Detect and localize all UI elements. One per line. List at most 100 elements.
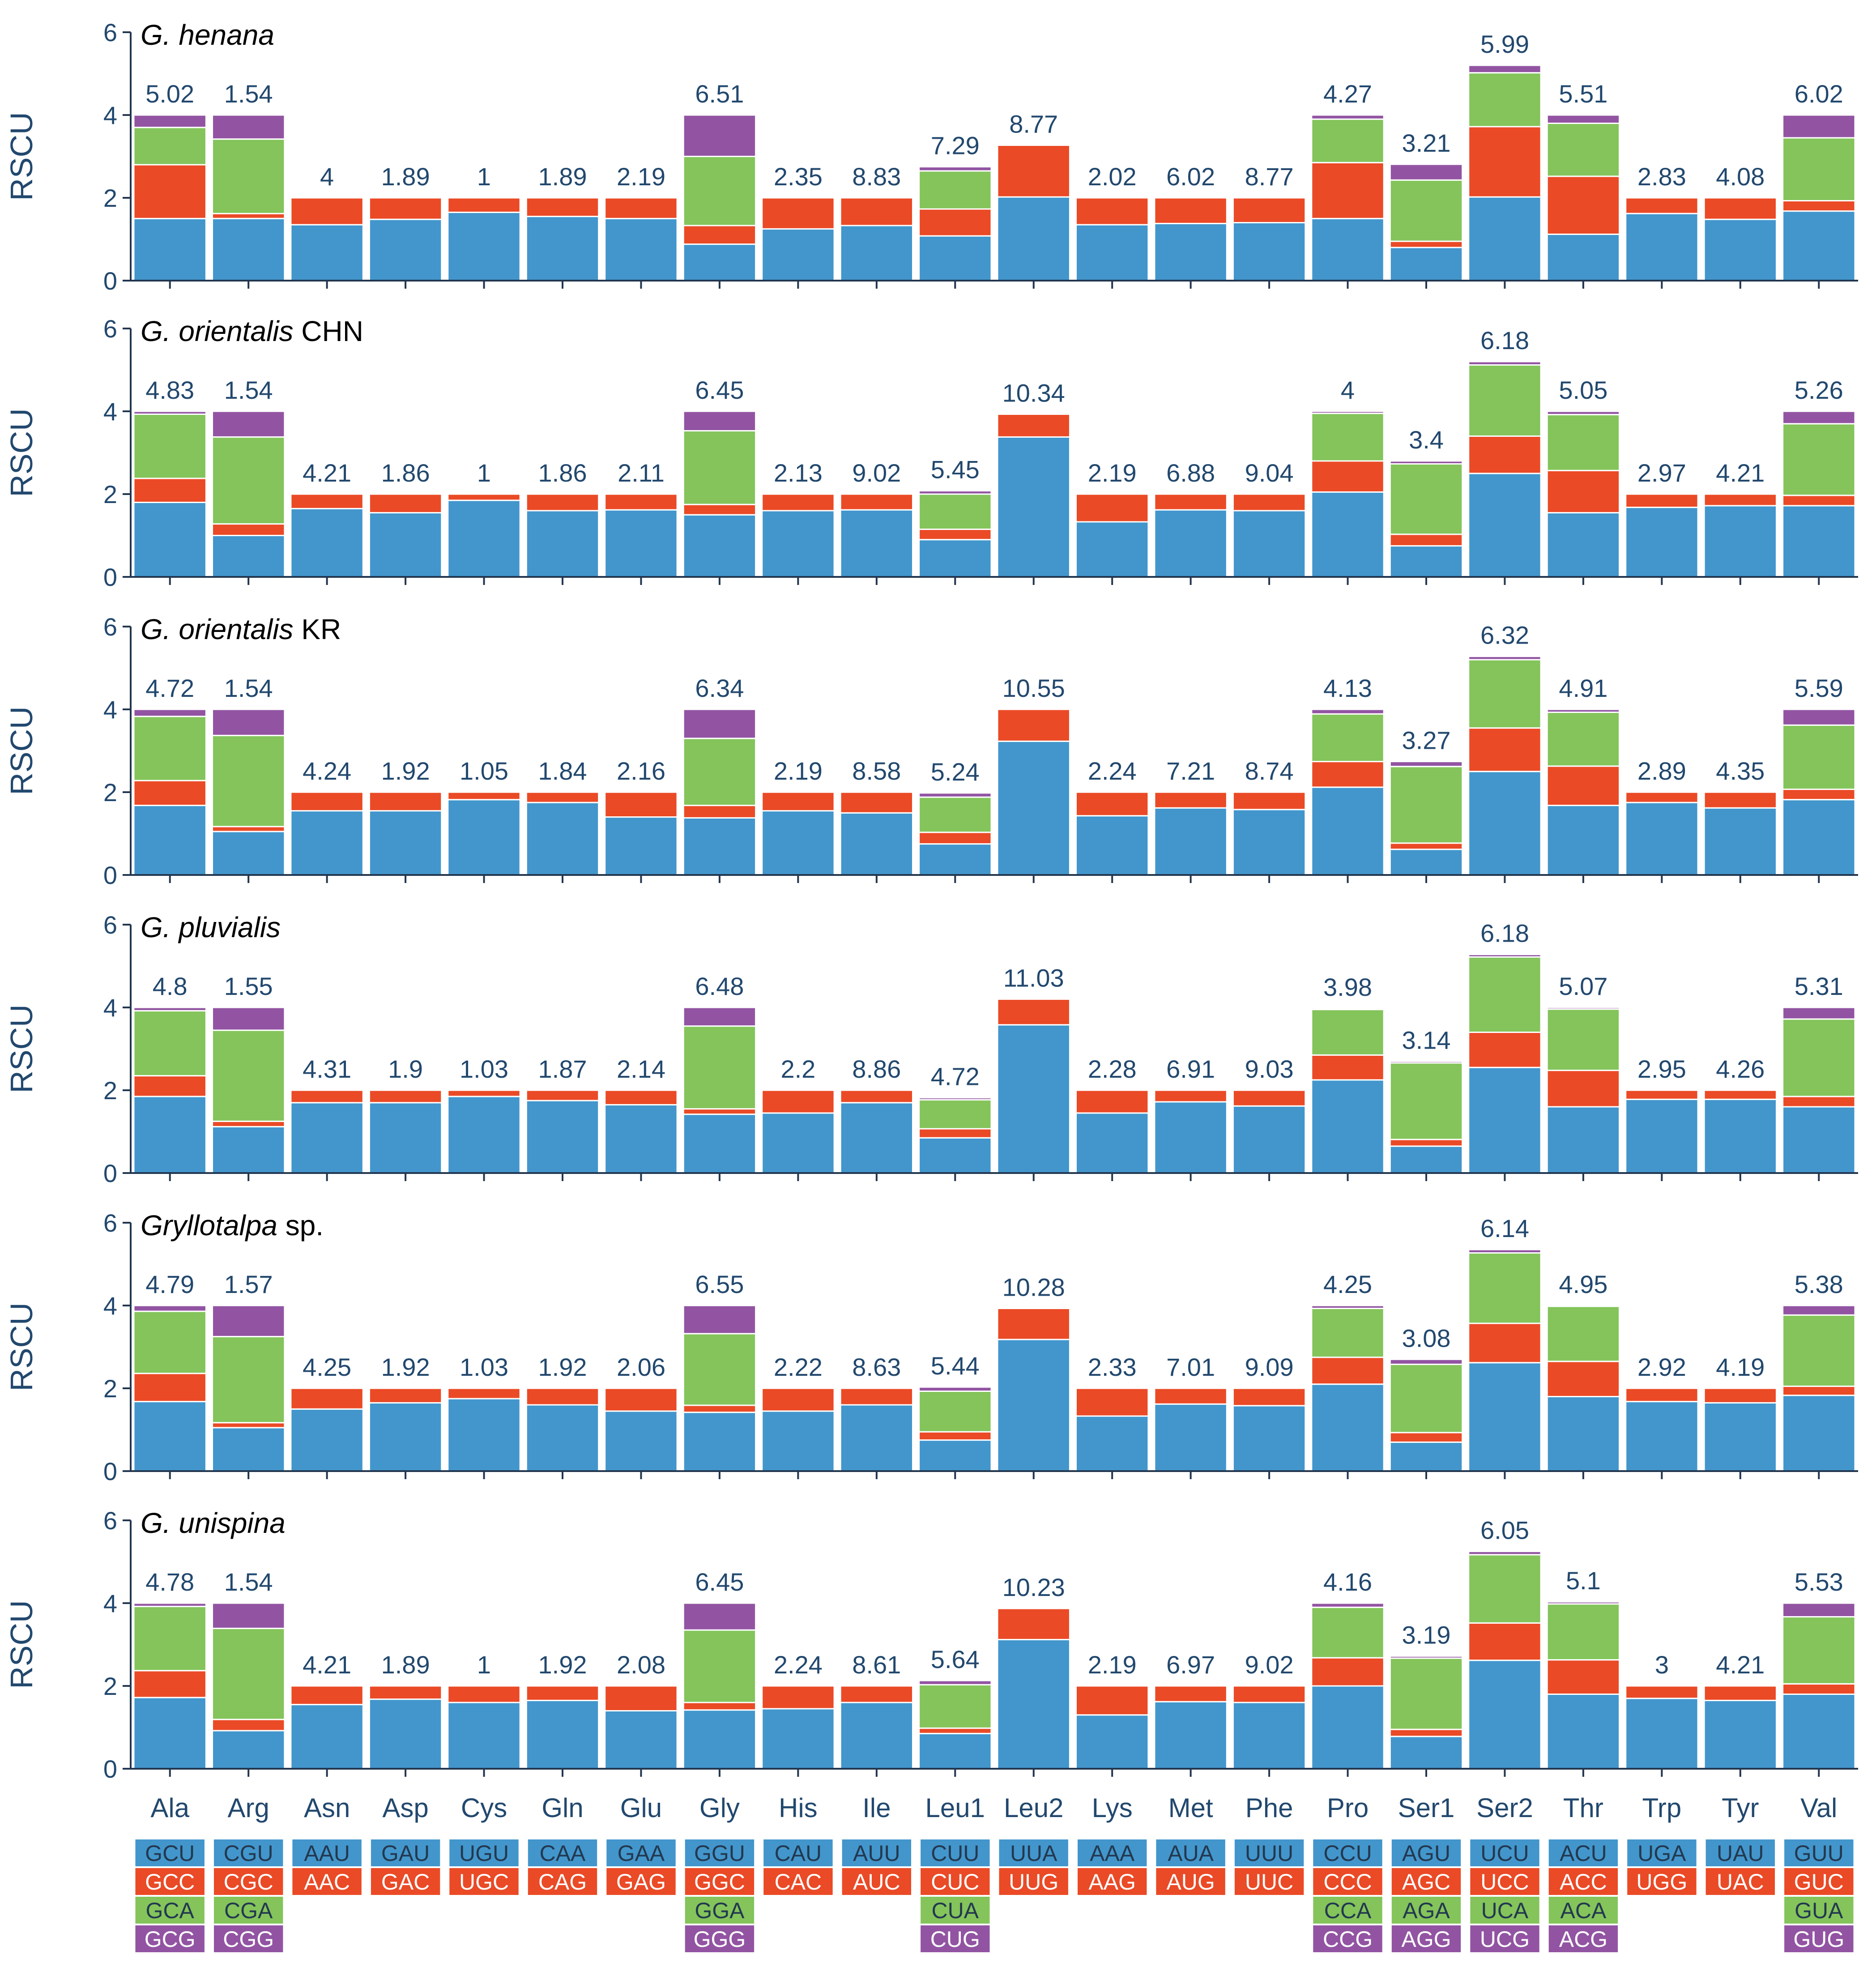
bar-ala-gca	[133, 716, 207, 781]
category-label-gln: Gln	[541, 1793, 583, 1823]
codon-label-gcg: GCG	[145, 1927, 196, 1952]
data-label-his: 2.22	[774, 1353, 823, 1381]
bar-cys-ugc	[447, 197, 521, 213]
bar-thr-acg	[1546, 1601, 1620, 1605]
bar-pro-ccu	[1311, 218, 1385, 282]
bar-leu1-cua	[918, 1099, 992, 1130]
data-label-arg: 1.54	[224, 674, 273, 702]
codon-box-uuu	[1234, 1839, 1304, 1866]
codon-label-acg: ACG	[1559, 1927, 1607, 1952]
bar-leu1-cuu	[918, 539, 992, 578]
panel-title: G. orientalis KR	[141, 613, 341, 645]
bar-ser1-agc	[1389, 240, 1463, 248]
bar-pro-ccg	[1311, 1007, 1385, 1011]
bar-pro-ccc	[1311, 1357, 1385, 1385]
codon-box-acc	[1548, 1868, 1618, 1895]
data-label-phe: 9.03	[1245, 1055, 1294, 1083]
bar-arg-cgu	[212, 1427, 286, 1472]
bar-ser1-agg	[1389, 1655, 1463, 1659]
y-tick-label: 0	[103, 1457, 117, 1485]
codon-label-uuu: UUU	[1245, 1841, 1293, 1866]
codon-label-gug: GUG	[1793, 1927, 1844, 1952]
bar-thr-aca	[1546, 414, 1620, 471]
bar-val-guu	[1782, 1395, 1856, 1472]
bar-ser1-agu	[1389, 545, 1463, 578]
bar-arg-cga	[212, 436, 286, 525]
bar-arg-cgg	[212, 1007, 286, 1031]
bar-arg-cga	[212, 1336, 286, 1424]
bar-met-aua	[1154, 1701, 1228, 1770]
bar-thr-acc	[1546, 1070, 1620, 1108]
bar-ala-gca	[133, 1010, 207, 1077]
data-label-ser1: 3.27	[1402, 726, 1451, 755]
panel-4: 4.8 1.55 4.31 1.9 1.03 1.87 2.14 6.48 2.2 8.86 4.7…	[4, 911, 1858, 1187]
bar-met-aug	[1154, 1685, 1228, 1702]
bar-glu-gaa	[604, 1410, 678, 1472]
data-label-thr: 4.91	[1559, 674, 1607, 702]
data-label-asp: 1.89	[381, 1651, 430, 1679]
bar-gly-ggc	[682, 225, 757, 245]
bar-met-aug	[1154, 493, 1228, 511]
bar-thr-acu	[1546, 805, 1620, 876]
bar-asp-gac	[368, 197, 443, 220]
data-label-lys: 2.33	[1088, 1353, 1137, 1381]
bar-ser1-aga	[1389, 463, 1463, 535]
bar-trp-ugg	[1625, 1685, 1699, 1699]
bar-val-guu	[1782, 1694, 1856, 1770]
bar-glu-gag	[604, 1089, 678, 1105]
panel-title-rest: KR	[293, 613, 341, 645]
data-label-ala: 4.83	[145, 376, 194, 404]
codon-box-aug	[1156, 1868, 1225, 1895]
y-tick-label: 4	[103, 1589, 117, 1617]
bar-ile-auc	[840, 1387, 913, 1406]
bar-thr-acu	[1546, 512, 1620, 578]
bar-tyr-uac	[1703, 493, 1778, 507]
y-axis-label: RSCU	[4, 1302, 39, 1391]
bar-val-gua	[1782, 423, 1856, 496]
category-label-tyr: Tyr	[1722, 1793, 1759, 1823]
bar-asp-gac	[368, 791, 443, 812]
codon-box-aca	[1548, 1897, 1618, 1924]
codon-label-cac: CAC	[775, 1869, 822, 1894]
bar-leu1-cuu	[918, 1137, 992, 1174]
codon-box-acu	[1548, 1839, 1618, 1866]
data-label-met: 6.88	[1166, 459, 1215, 487]
data-label-asp: 1.9	[388, 1055, 423, 1083]
y-tick-label: 6	[103, 1506, 117, 1535]
bar-arg-cgc	[212, 1120, 286, 1127]
bar-ser1-agc	[1389, 1432, 1463, 1443]
bar-lys-aaa	[1075, 1415, 1149, 1472]
bar-ala-gcu	[133, 1096, 207, 1174]
bar-ser1-aga	[1389, 1657, 1463, 1730]
data-label-val: 5.59	[1795, 674, 1843, 702]
data-label-his: 2.13	[774, 459, 823, 487]
bar-met-aug	[1154, 1387, 1228, 1405]
bar-his-cau	[761, 1112, 835, 1174]
data-label-leu1: 5.44	[931, 1352, 980, 1380]
bar-val-gua	[1782, 1314, 1856, 1387]
bar-ile-auc	[840, 197, 913, 226]
bar-glu-gaa	[604, 509, 678, 578]
bar-leu2-uua	[997, 196, 1070, 282]
codon-label-ggg: GGG	[694, 1927, 746, 1952]
y-tick-label: 6	[103, 613, 117, 641]
bar-ser2-uca	[1468, 1554, 1542, 1624]
codon-label-acu: ACU	[1560, 1841, 1607, 1866]
bar-ser2-ucc	[1468, 1032, 1542, 1068]
bar-his-cac	[761, 791, 835, 812]
bar-ser1-aga	[1389, 179, 1463, 242]
bar-val-guc	[1782, 1096, 1856, 1108]
y-axis-label: RSCU	[4, 1004, 39, 1093]
bar-his-cau	[761, 1410, 835, 1472]
data-label-ser2: 6.18	[1480, 919, 1529, 947]
bar-val-gug	[1782, 708, 1856, 726]
codon-label-aug: AUG	[1166, 1869, 1215, 1894]
codon-label-ggu: GGU	[694, 1841, 745, 1866]
bar-ser1-agg	[1389, 1060, 1463, 1064]
data-label-asn: 4	[320, 162, 334, 191]
category-label-cys: Cys	[461, 1793, 507, 1823]
bar-arg-cgg	[212, 114, 286, 140]
codon-box-guc	[1784, 1868, 1854, 1895]
data-label-tyr: 4.21	[1716, 1651, 1765, 1679]
codon-label-uga: UGA	[1637, 1841, 1686, 1866]
